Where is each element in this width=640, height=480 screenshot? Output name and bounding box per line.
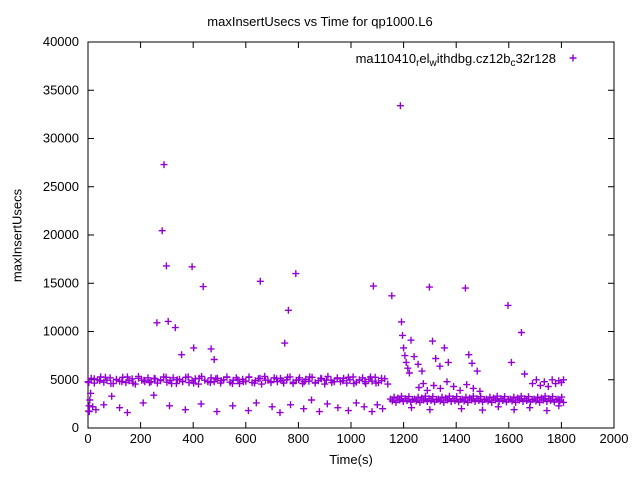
tick-marks bbox=[87, 41, 615, 429]
plot-border bbox=[87, 41, 615, 429]
y-tick-label: 25000 bbox=[43, 179, 79, 194]
y-axis-label: maxInsertUsecs bbox=[9, 188, 25, 283]
legend-label-part: ithdbg.cz12b bbox=[436, 51, 511, 66]
y-tick-label: 15000 bbox=[43, 275, 79, 290]
x-tick-label: 1400 bbox=[442, 431, 471, 446]
y-tick-label: 0 bbox=[72, 420, 79, 435]
legend-label: ma110410relwithdbg.cz12bc32r128 bbox=[355, 51, 556, 69]
data-points bbox=[84, 102, 567, 417]
legend-marker bbox=[569, 54, 577, 62]
x-tick-label: 1800 bbox=[547, 431, 576, 446]
legend-label-part: ma110410 bbox=[355, 51, 417, 66]
y-tick-label: 5000 bbox=[50, 372, 79, 387]
legend-label-subscript: r bbox=[416, 58, 420, 69]
y-tick-label: 10000 bbox=[43, 324, 79, 339]
y-tick-label: 20000 bbox=[43, 227, 79, 242]
x-tick-label: 200 bbox=[130, 431, 152, 446]
x-tick-label: 800 bbox=[288, 431, 310, 446]
x-axis-label: Time(s) bbox=[329, 452, 373, 467]
legend-label-subscript: c bbox=[510, 58, 516, 69]
x-tick-label: 1600 bbox=[494, 431, 523, 446]
legend-label-part: el bbox=[419, 51, 430, 66]
x-tick-label: 400 bbox=[182, 431, 204, 446]
x-tick-label: 2000 bbox=[600, 431, 629, 446]
legend: ma110410relwithdbg.cz12bc32r128 bbox=[355, 51, 556, 69]
chart-title: maxInsertUsecs vs Time for qp1000.L6 bbox=[207, 14, 433, 29]
legend-label-subscript: w bbox=[429, 58, 437, 69]
x-tick-label: 600 bbox=[235, 431, 257, 446]
y-tick-label: 35000 bbox=[43, 82, 79, 97]
legend-label-part: 32r128 bbox=[515, 51, 556, 66]
y-tick-label: 30000 bbox=[43, 131, 79, 146]
x-tick-label: 1200 bbox=[389, 431, 418, 446]
y-tick-label: 40000 bbox=[43, 34, 79, 49]
x-tick-label: 1000 bbox=[337, 431, 366, 446]
x-tick-label: 0 bbox=[84, 431, 91, 446]
